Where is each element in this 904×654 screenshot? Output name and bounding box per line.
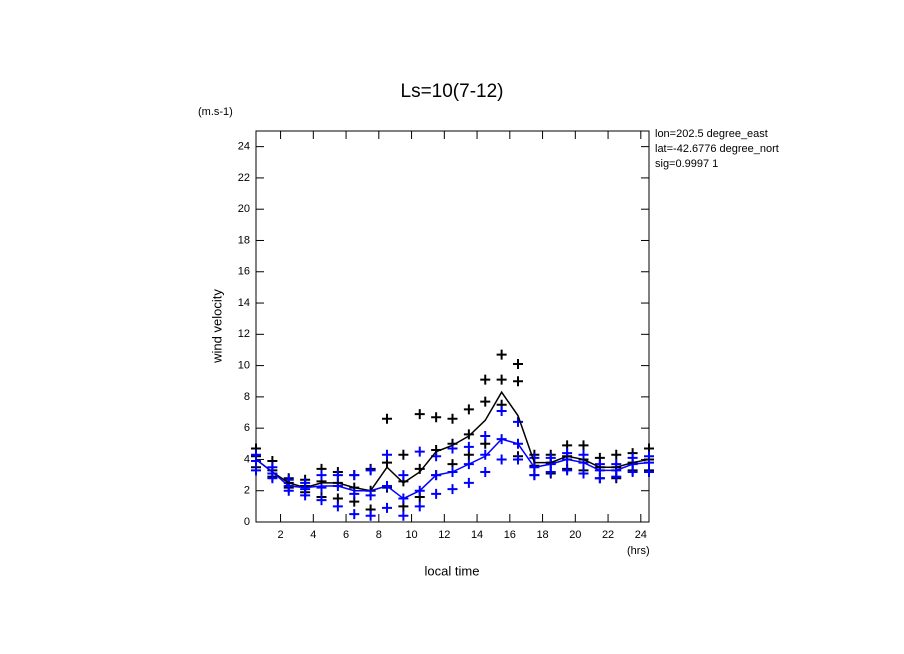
plus-marker (513, 416, 523, 427)
plus-marker (627, 452, 638, 463)
plus-marker (578, 449, 589, 460)
x-tick-label: 24 (635, 529, 647, 541)
mean-line (255, 390, 650, 492)
plot-frame (255, 130, 650, 523)
plus-marker (267, 462, 278, 473)
plus-marker (382, 502, 392, 513)
plus-marker (431, 488, 442, 499)
mean-line (255, 438, 650, 500)
plus-marker (480, 430, 491, 441)
plus-marker (496, 374, 507, 385)
y-tick-label: 16 (238, 266, 250, 278)
plus-marker (382, 449, 392, 460)
plus-marker (349, 509, 360, 520)
plus-marker (513, 359, 523, 370)
y-tick-label: 4 (244, 453, 250, 465)
plus-marker (365, 465, 376, 476)
plus-marker (611, 449, 622, 460)
plus-marker (332, 470, 343, 481)
x-tick-label: 6 (343, 529, 349, 541)
plus-marker (414, 446, 425, 457)
plus-marker (513, 454, 523, 465)
plus-marker (644, 466, 654, 477)
x-tick-label: 14 (471, 529, 483, 541)
plus-marker (349, 470, 360, 481)
x-axis-label: local time (425, 563, 480, 578)
plus-marker (431, 412, 442, 423)
y-tick-label: 20 (238, 203, 250, 215)
x-tick-label: 4 (310, 529, 316, 541)
x-tick-label: 16 (504, 529, 516, 541)
plus-marker (365, 490, 376, 501)
plus-marker (398, 510, 409, 521)
y-tick-label: 2 (244, 485, 250, 497)
y-axis-label: wind velocity (209, 289, 224, 364)
plus-marker (578, 468, 589, 479)
plus-marker (463, 441, 474, 452)
plus-marker (382, 413, 392, 424)
plus-marker (578, 440, 589, 451)
plus-marker (365, 510, 376, 521)
y-tick-label: 8 (244, 391, 250, 403)
plus-marker (463, 429, 474, 440)
x-tick-label: 18 (536, 529, 548, 541)
plus-marker (496, 349, 507, 360)
plus-marker (414, 409, 425, 420)
plus-marker (447, 413, 458, 424)
y-tick-label: 14 (238, 297, 250, 309)
y-unit: (m.s-1) (198, 106, 233, 118)
y-tick-label: 18 (238, 234, 250, 246)
annotations: lon=202.5 degree_east lat=-42.6776 degre… (655, 128, 785, 170)
plus-marker (480, 466, 491, 477)
plus-marker (332, 501, 343, 512)
plus-marker (300, 477, 311, 488)
y-tick-label: 12 (238, 328, 250, 340)
plus-marker (463, 477, 474, 488)
annotation: lat=-42.6776 degree_north (655, 143, 785, 155)
annotation: sig=0.9997 1 (655, 158, 718, 170)
y-tick-label: 22 (238, 172, 250, 184)
y-tick-label: 24 (238, 141, 250, 153)
plus-marker (545, 452, 556, 463)
plus-marker (398, 470, 409, 481)
x-tick-label: 2 (278, 529, 284, 541)
plus-marker (480, 374, 491, 385)
y-tick-label: 6 (244, 422, 250, 434)
plus-marker (496, 405, 507, 416)
plus-marker (316, 495, 327, 506)
annotation: lon=202.5 degree_east (655, 128, 768, 140)
x-tick-label: 10 (405, 529, 417, 541)
plus-marker (480, 449, 491, 460)
x-tick-label: 22 (602, 529, 614, 541)
x-unit: (hrs) (627, 545, 650, 557)
chart-title: Ls=10(7-12) (401, 81, 504, 102)
plus-marker (414, 501, 425, 512)
plus-marker (316, 470, 327, 481)
plus-marker (251, 449, 261, 460)
plus-marker (513, 376, 523, 387)
plus-marker (496, 454, 507, 465)
x-tick-label: 20 (569, 529, 581, 541)
plus-marker (480, 396, 491, 407)
plus-marker (447, 484, 458, 495)
plus-marker (562, 465, 573, 476)
y-tick-label: 10 (238, 360, 250, 372)
x-tick-label: 12 (438, 529, 450, 541)
plus-marker (463, 404, 474, 415)
plus-marker (316, 482, 327, 493)
y-tick-label: 0 (244, 516, 250, 528)
plus-marker (398, 449, 409, 460)
plus-marker (251, 465, 261, 476)
x-tick-label: 8 (376, 529, 382, 541)
